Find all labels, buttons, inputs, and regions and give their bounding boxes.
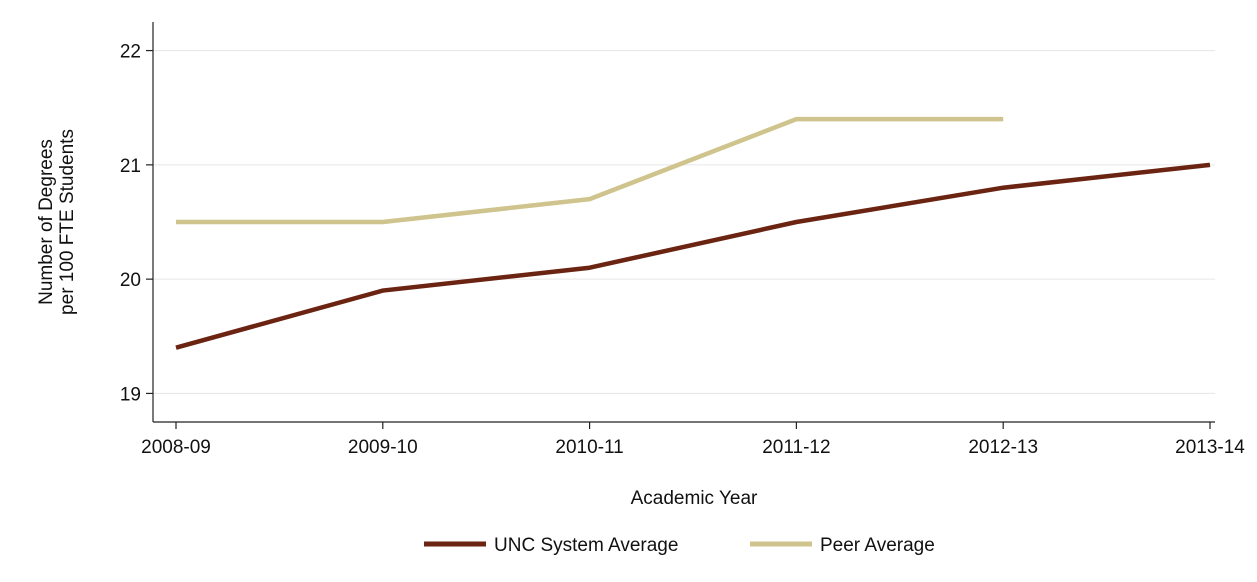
legend-label-unc: UNC System Average <box>494 535 678 556</box>
y-axis-title-line-2: per 100 FTE Students <box>57 129 78 315</box>
x-ticks: 2008-09 2009-10 2010-11 2011-12 2012-13 2013-… <box>141 422 1245 458</box>
legend-label-peer: Peer Average <box>820 535 935 556</box>
x-tick-label-2013-14: 2013-14 <box>1175 437 1245 458</box>
x-tick-label-2008-09: 2008-09 <box>141 437 211 458</box>
x-axis-title: Academic Year <box>631 488 758 509</box>
y-ticks: 19 20 21 22 <box>120 42 153 405</box>
legend: UNC System Average Peer Average <box>424 535 935 556</box>
y-tick-label-19: 19 <box>120 384 141 405</box>
y-tick-label-21: 21 <box>120 156 141 177</box>
y-tick-label-20: 20 <box>120 270 141 291</box>
axes <box>152 22 1215 423</box>
x-tick-label-2010-11: 2010-11 <box>555 437 623 458</box>
y-axis-title-line-1: Number of Degrees <box>36 139 57 305</box>
series-lines <box>175 116 1211 350</box>
x-tick-label-2012-13: 2012-13 <box>968 437 1038 458</box>
y-axis-title: Number of Degrees per 100 FTE Students <box>36 129 78 315</box>
x-tick-label-2011-12: 2011-12 <box>762 437 830 458</box>
y-tick-label-22: 22 <box>120 42 141 63</box>
x-tick-label-2009-10: 2009-10 <box>348 437 418 458</box>
series-line-peer-average <box>176 116 1004 225</box>
series-line-unc-system-average <box>175 162 1211 350</box>
